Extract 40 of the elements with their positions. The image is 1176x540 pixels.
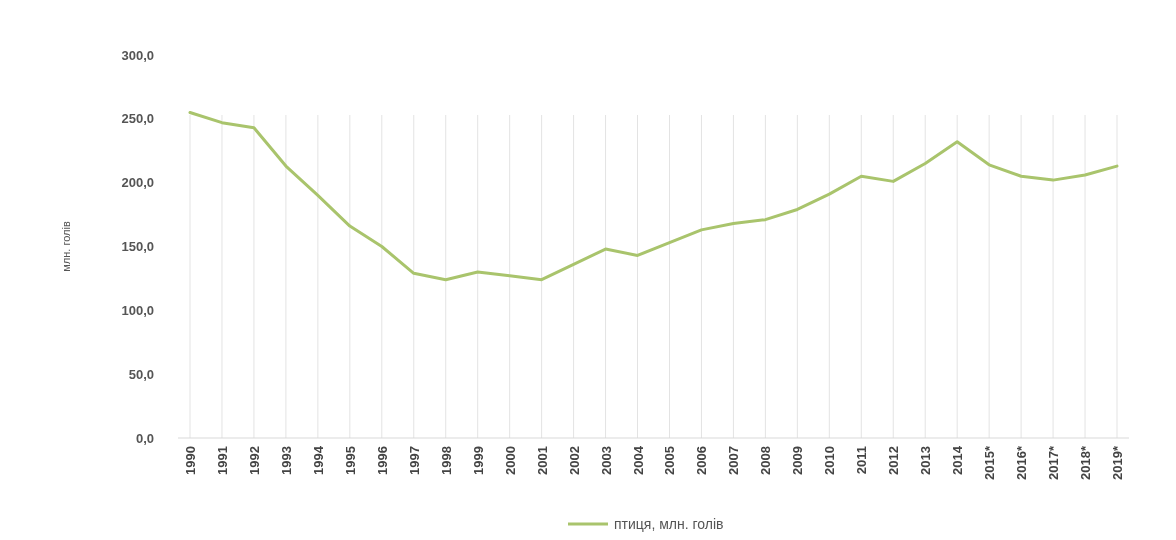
x-tick-label: 2001 xyxy=(534,446,550,475)
y-tick-label: 250,0 xyxy=(121,111,154,127)
x-tick-label: 2014 xyxy=(950,445,966,475)
x-tick-label: 2019* xyxy=(1110,445,1125,480)
x-tick-label: 2004 xyxy=(630,445,646,475)
x-tick-label: 2000 xyxy=(502,446,518,475)
y-tick-label: 100,0 xyxy=(121,302,154,318)
line-series xyxy=(188,110,1119,282)
y-tick-label: 300,0 xyxy=(121,47,154,63)
x-tick-label: 1996 xyxy=(374,446,390,475)
x-tick-label: 1993 xyxy=(278,446,294,475)
x-tick-label: 2015* xyxy=(982,445,998,480)
x-tick-label: 1998 xyxy=(438,446,454,475)
x-tick-label: 2006 xyxy=(694,446,710,475)
x-tick-label: 1990 xyxy=(183,446,198,475)
x-tick-label: 1995 xyxy=(342,446,358,475)
x-tick-label: 2016* xyxy=(1014,445,1030,480)
x-tick-label: 2005 xyxy=(662,446,678,475)
x-tick-label: 2013 xyxy=(918,446,934,475)
x-tick-label: 1994 xyxy=(310,445,326,475)
x-tick-label: 2002 xyxy=(566,446,582,475)
x-tick-label: 2017* xyxy=(1046,445,1062,480)
x-tick-label: 2008 xyxy=(758,446,774,475)
x-tick-label: 2009 xyxy=(790,446,806,475)
x-tick-label: 2007 xyxy=(726,446,742,475)
x-tick-label: 2012 xyxy=(886,446,902,475)
x-tick-label: 1991 xyxy=(214,446,230,475)
x-tick-label: 1992 xyxy=(246,446,262,475)
x-tick-label: 1997 xyxy=(406,446,422,475)
legend-label: птиця, млн. голів xyxy=(614,515,724,532)
x-tick-label: 2011 xyxy=(854,446,870,475)
x-tick-label: 2018* xyxy=(1078,445,1094,480)
y-tick-label: 150,0 xyxy=(121,239,154,255)
y-tick-label: 200,0 xyxy=(121,175,154,191)
x-tick-label: 2010 xyxy=(822,446,838,475)
x-tick-label: 2003 xyxy=(598,446,614,475)
x-tick-label: 1999 xyxy=(470,446,486,475)
y-axis-title: млн. голів xyxy=(60,221,72,272)
y-tick-label: 0,0 xyxy=(135,430,154,446)
y-tick-label: 50,0 xyxy=(128,366,154,382)
